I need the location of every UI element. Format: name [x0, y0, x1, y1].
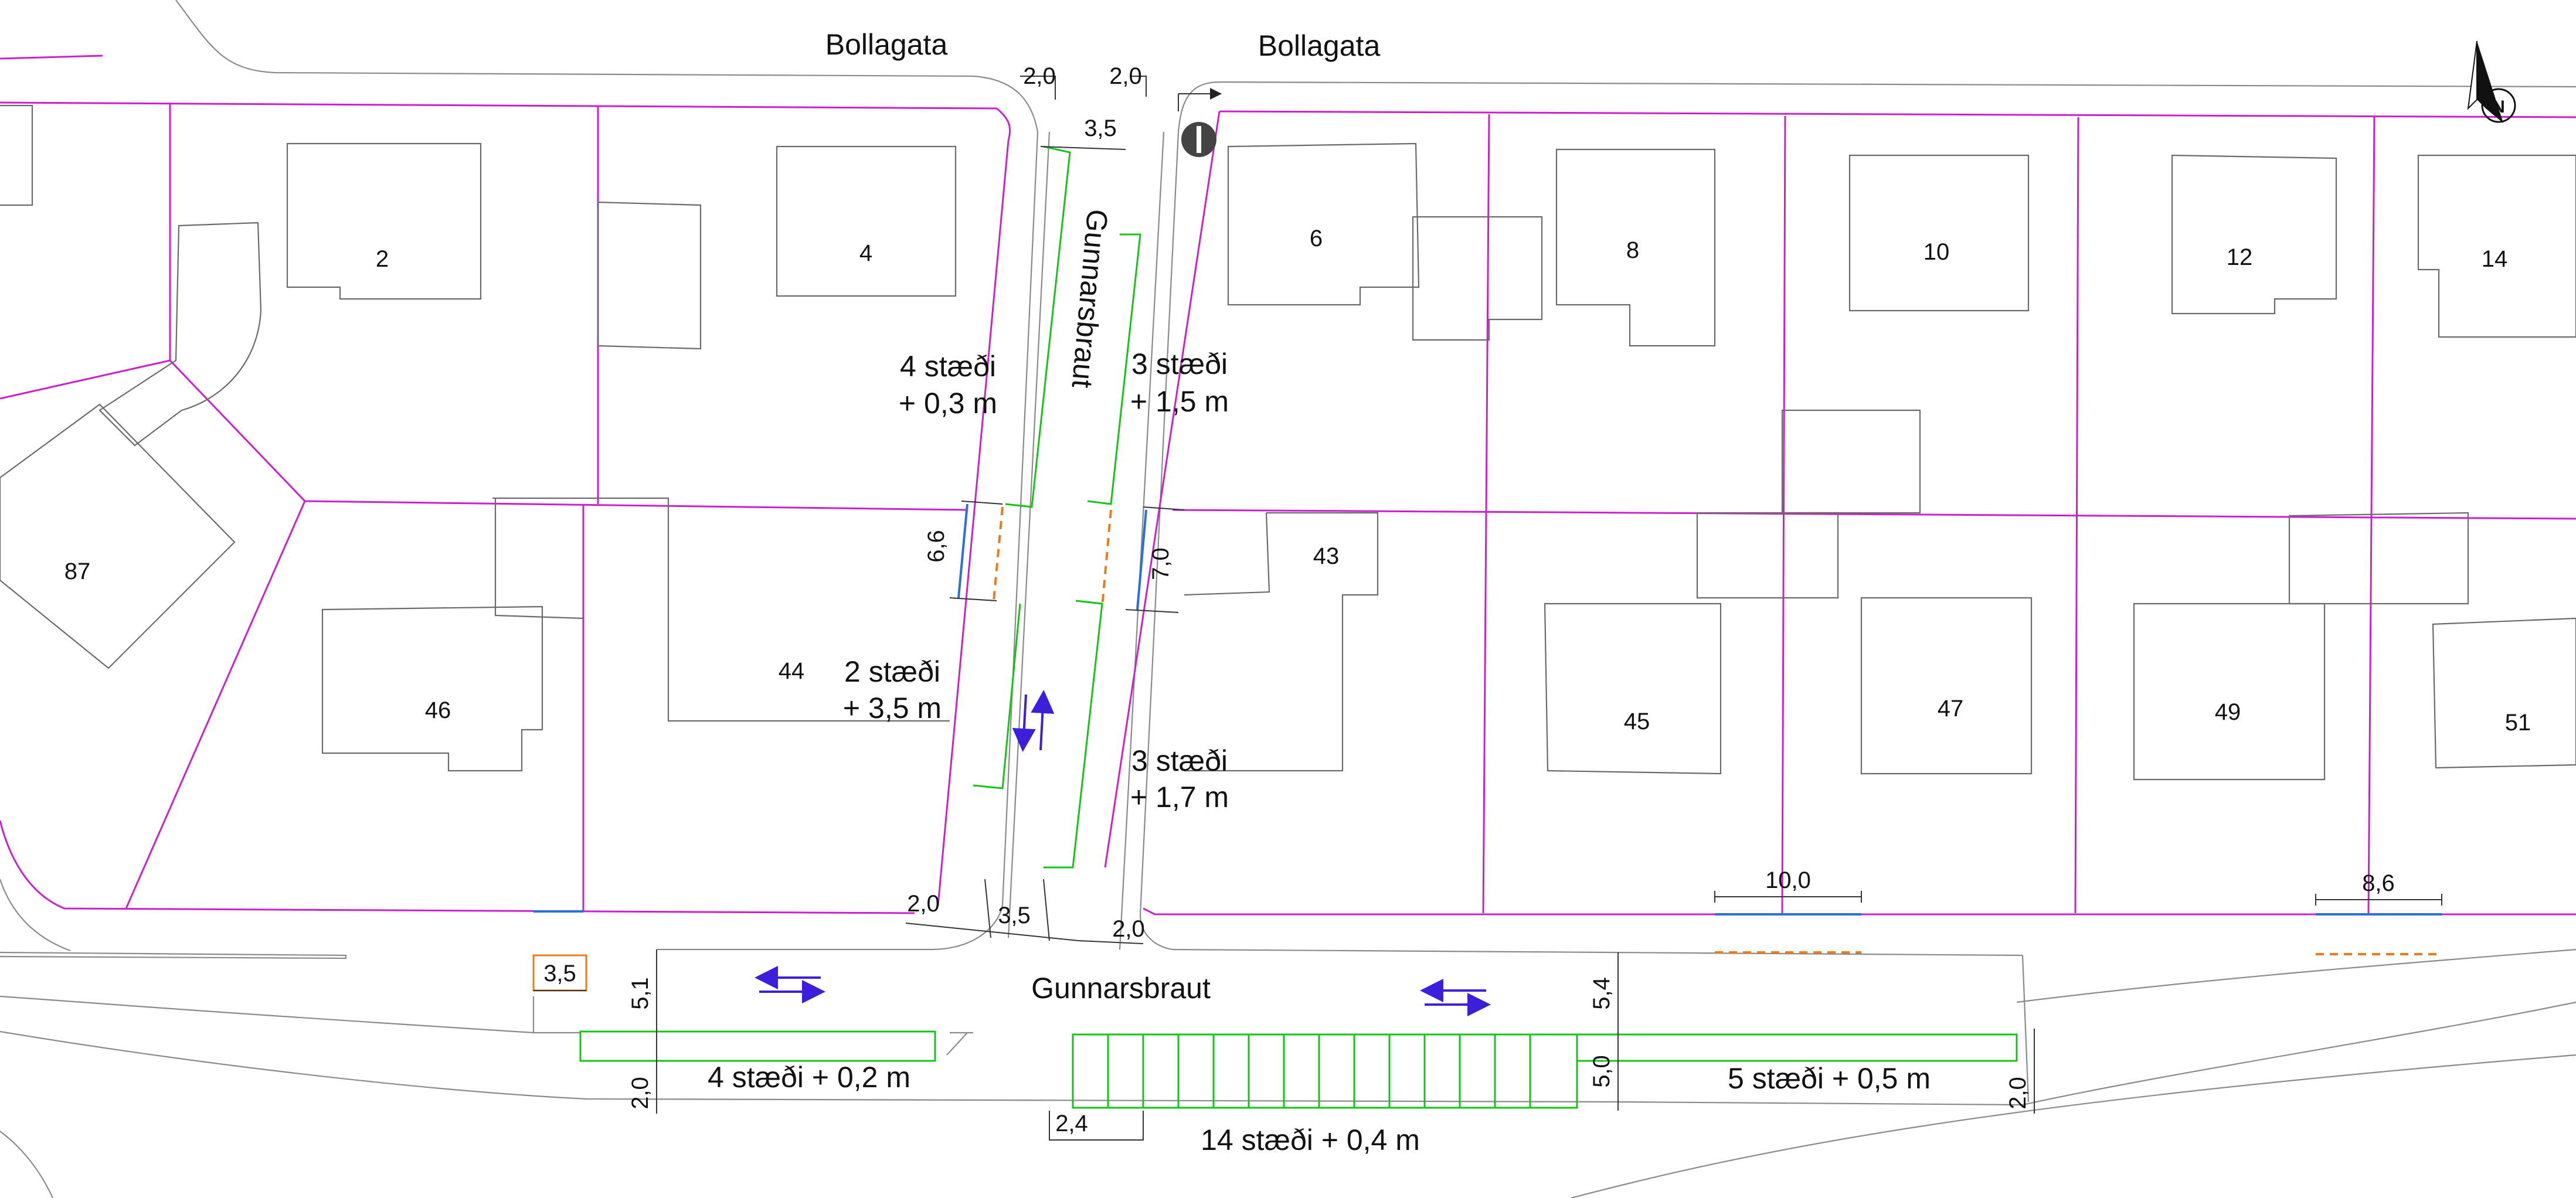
parking-count: 4 stæði + 0,2 m	[708, 1061, 910, 1094]
no-entry-sign-icon	[1181, 122, 1216, 157]
parking-extra: + 3,5 m	[843, 692, 942, 724]
parking-count: 2 stæði	[844, 655, 940, 688]
parking-count: 3 stæði	[1131, 744, 1228, 777]
dimension-label: 6,6	[923, 530, 949, 563]
dimension-label: 5,0	[1589, 1055, 1615, 1088]
dimension-label: 5,4	[1589, 977, 1615, 1010]
dimension-label: 2,0	[1023, 63, 1056, 89]
dimension-label: 2,0	[2005, 1077, 2031, 1109]
lot-numbers: 2 4 6 8 10 12 14 87 46 44 43 45 47 49 51	[64, 226, 2531, 736]
dimension-label: 2,0	[1112, 916, 1145, 942]
street-label-bollagata-left: Bollagata	[825, 28, 948, 61]
parking-stall-lines	[1107, 1034, 1531, 1108]
parking-extra: + 1,7 m	[1130, 781, 1229, 814]
lot-number: 44	[779, 658, 805, 684]
dimension-label: 2,4	[1055, 1111, 1088, 1136]
parking-count: 5 stæði + 0,5 m	[1728, 1062, 1931, 1095]
dimension-label: 8,6	[2362, 870, 2395, 896]
dimension-label: 3,5	[998, 903, 1031, 928]
dimension-label: 3,5	[543, 961, 576, 986]
lot-number: 10	[1923, 239, 1950, 265]
lot-number: 47	[1938, 696, 1964, 721]
parking-extra: + 1,5 m	[1130, 385, 1229, 418]
traffic-arrows	[755, 690, 1491, 1016]
dimension-label: 2,0	[1109, 63, 1142, 89]
lot-number: 87	[64, 559, 91, 584]
parking-extra: + 0,3 m	[899, 387, 997, 420]
lot-number: 51	[2505, 710, 2531, 736]
street-label-gunnarsbraut-horizontal: Gunnarsbraut	[1031, 972, 1211, 1005]
lot-number: 45	[1624, 709, 1650, 734]
lot-number: 46	[425, 697, 451, 723]
crossing-markings	[532, 503, 2442, 992]
parking-count: 14 stæði + 0,4 m	[1201, 1124, 1420, 1156]
lot-number: 4	[859, 240, 872, 266]
lot-number: 49	[2215, 699, 2241, 725]
lot-number: 8	[1626, 237, 1639, 263]
parking-count: 3 stæði	[1131, 348, 1228, 380]
dimension-label: 5,1	[627, 977, 653, 1010]
lot-number: 6	[1310, 226, 1323, 251]
dimension-lines	[533, 76, 2442, 1141]
dimension-label: 7,0	[1148, 547, 1174, 580]
dimension-label: 2,0	[907, 891, 940, 917]
lot-number: 2	[376, 246, 389, 272]
street-label-gunnarsbraut-vertical: Gunnarsbraut	[1066, 208, 1114, 390]
street-label-bollagata-right: Bollagata	[1258, 29, 1381, 62]
north-arrow-icon: N	[2467, 40, 2516, 123]
lot-boundaries	[0, 55, 2576, 915]
dimension-label: 10,0	[1765, 867, 1811, 893]
parking-count: 4 stæði	[900, 350, 996, 383]
lot-number: 14	[2482, 246, 2508, 272]
buildings	[0, 104, 2576, 781]
lot-number: 12	[2227, 244, 2253, 270]
svg-text:N: N	[2492, 97, 2505, 117]
dimension-label: 2,0	[627, 1077, 653, 1109]
parking-areas	[579, 145, 2018, 1109]
dimension-label: 3,5	[1084, 115, 1117, 141]
parking-notes: 4 stæði + 0,3 m 3 stæði + 1,5 m 2 stæði …	[708, 348, 1931, 1156]
lot-number: 43	[1313, 543, 1340, 569]
dimension-labels: 2,0 2,0 3,5 6,6 7,0 2,0 3,5 2,0 10,0 8,6…	[543, 63, 2395, 1136]
